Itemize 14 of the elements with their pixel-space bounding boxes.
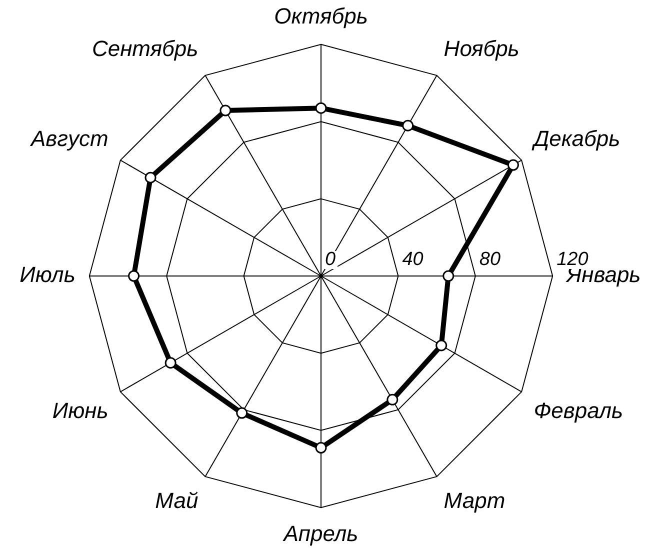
y-tick-label: 80	[479, 248, 501, 270]
y-tick-label: 0	[325, 248, 336, 270]
spoke-label: Март	[444, 488, 506, 514]
spoke-label: Февраль	[534, 398, 624, 424]
spoke-label: Декабрь	[530, 126, 620, 152]
y-tick-label: 40	[402, 248, 424, 270]
spoke-label: Июль	[20, 262, 76, 288]
spoke-label: Май	[155, 488, 198, 514]
spoke-label: Август	[28, 126, 108, 152]
spoke-label: Сентябрь	[92, 36, 198, 62]
spoke-label: Октябрь	[274, 3, 368, 28]
spoke-label: Июнь	[52, 398, 108, 424]
spoke-label: Ноябрь	[444, 36, 520, 62]
spoke-label: Апрель	[282, 520, 358, 546]
